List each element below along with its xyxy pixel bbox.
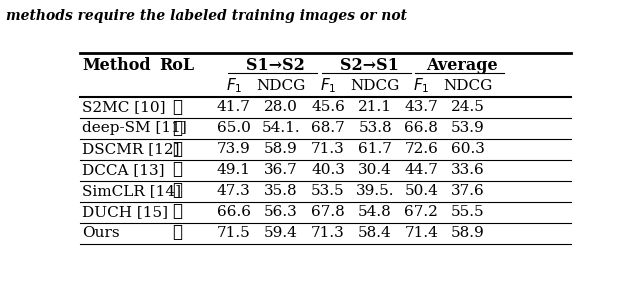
Text: Average: Average: [427, 57, 498, 74]
Text: ✓: ✓: [172, 120, 182, 136]
Text: 50.4: 50.4: [404, 184, 438, 198]
Text: NDCG: NDCG: [443, 79, 493, 93]
Text: 58.4: 58.4: [358, 226, 392, 240]
Text: S1→S2: S1→S2: [246, 57, 305, 74]
Text: 53.5: 53.5: [311, 184, 345, 198]
Text: 54.1.: 54.1.: [262, 121, 300, 135]
Text: 47.3: 47.3: [217, 184, 251, 198]
Text: 53.8: 53.8: [358, 121, 392, 135]
Text: S2MC [10]: S2MC [10]: [83, 100, 166, 114]
Text: 41.7: 41.7: [217, 100, 251, 114]
Text: deep-SM [11]: deep-SM [11]: [83, 121, 188, 135]
Text: 65.0: 65.0: [217, 121, 251, 135]
Text: 71.3: 71.3: [311, 142, 345, 156]
Text: 54.8: 54.8: [358, 205, 392, 219]
Text: 56.3: 56.3: [264, 205, 298, 219]
Text: 67.8: 67.8: [311, 205, 345, 219]
Text: 68.7: 68.7: [311, 121, 345, 135]
Text: 24.5: 24.5: [451, 100, 485, 114]
Text: 55.5: 55.5: [451, 205, 484, 219]
Text: RoL: RoL: [159, 57, 195, 74]
Text: 35.8: 35.8: [264, 184, 298, 198]
Text: 60.3: 60.3: [451, 142, 485, 156]
Text: 59.4: 59.4: [264, 226, 298, 240]
Text: 49.1: 49.1: [217, 163, 251, 177]
Text: Ours: Ours: [83, 226, 120, 240]
Text: ✗: ✗: [172, 224, 182, 242]
Text: SimCLR [14]: SimCLR [14]: [83, 184, 182, 198]
Text: 36.7: 36.7: [264, 163, 298, 177]
Text: $\mathit{F}_1$: $\mathit{F}_1$: [413, 77, 429, 96]
Text: 21.1: 21.1: [358, 100, 392, 114]
Text: ✓: ✓: [172, 141, 182, 157]
Text: S2→S1: S2→S1: [340, 57, 399, 74]
Text: 28.0: 28.0: [264, 100, 298, 114]
Text: 53.9: 53.9: [451, 121, 484, 135]
Text: 40.3: 40.3: [311, 163, 345, 177]
Text: 67.2: 67.2: [404, 205, 438, 219]
Text: 66.8: 66.8: [404, 121, 438, 135]
Text: 43.7: 43.7: [404, 100, 438, 114]
Text: 30.4: 30.4: [358, 163, 392, 177]
Text: ✗: ✗: [172, 182, 182, 200]
Text: ✓: ✓: [172, 99, 182, 115]
Text: 72.6: 72.6: [404, 142, 438, 156]
Text: NDCG: NDCG: [351, 79, 400, 93]
Text: DSCMR [12]: DSCMR [12]: [83, 142, 180, 156]
Text: 71.4: 71.4: [404, 226, 438, 240]
Text: 58.9: 58.9: [264, 142, 298, 156]
Text: 66.6: 66.6: [217, 205, 251, 219]
Text: 73.9: 73.9: [217, 142, 251, 156]
Text: 58.9: 58.9: [451, 226, 484, 240]
Text: methods require the labeled training images or not: methods require the labeled training ima…: [6, 9, 408, 23]
Text: 71.5: 71.5: [217, 226, 251, 240]
Text: $\mathit{F}_1$: $\mathit{F}_1$: [320, 77, 336, 96]
Text: 45.6: 45.6: [311, 100, 345, 114]
Text: 39.5.: 39.5.: [356, 184, 394, 198]
Text: 44.7: 44.7: [404, 163, 438, 177]
Text: 33.6: 33.6: [451, 163, 484, 177]
Text: DCCA [13]: DCCA [13]: [83, 163, 165, 177]
Text: 37.6: 37.6: [451, 184, 484, 198]
Text: DUCH [15]: DUCH [15]: [83, 205, 168, 219]
Text: ✗: ✗: [172, 203, 182, 221]
Text: NDCG: NDCG: [256, 79, 305, 93]
Text: 61.7: 61.7: [358, 142, 392, 156]
Text: 71.3: 71.3: [311, 226, 345, 240]
Text: ✗: ✗: [172, 162, 182, 178]
Text: $\mathit{F}_1$: $\mathit{F}_1$: [225, 77, 242, 96]
Text: Method: Method: [83, 57, 151, 74]
